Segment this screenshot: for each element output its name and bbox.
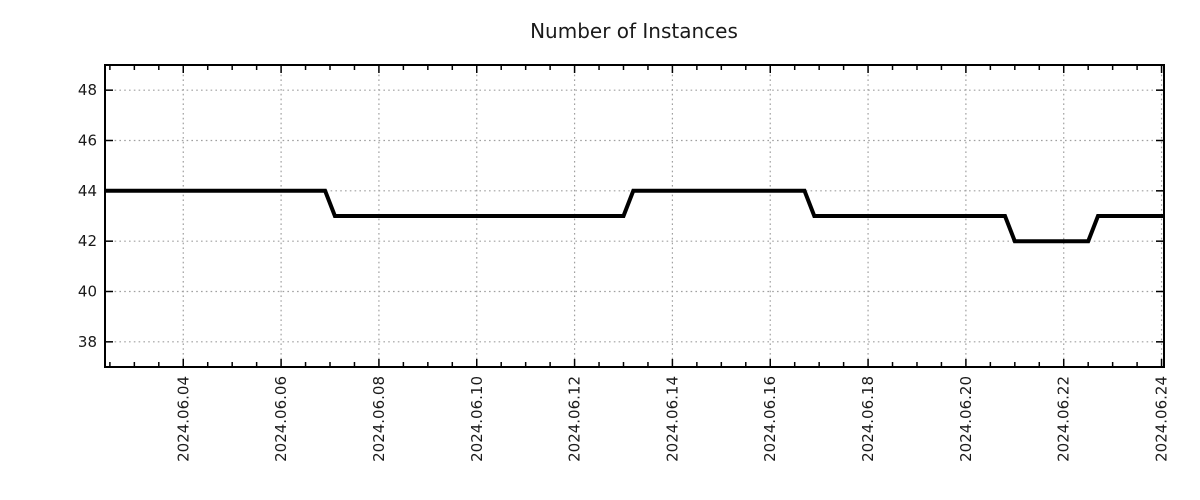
x-tick-label: 2024.06.06 <box>272 376 290 462</box>
x-tick-label: 2024.06.24 <box>1153 376 1171 462</box>
series-line <box>105 188 1164 244</box>
y-tick-label: 40 <box>78 283 97 301</box>
plot-layer: 38 40 42 44 46 48 2024.06.04 2024.06.06 2024.06.… <box>78 64 1171 462</box>
y-tick-label: 46 <box>78 132 97 150</box>
x-tick-label: 2024.06.10 <box>468 376 486 462</box>
y-tick-label: 44 <box>78 182 97 200</box>
chart-title: Number of Instances <box>530 19 738 43</box>
x-tick-label: 2024.06.22 <box>1055 376 1073 462</box>
x-tick-label: 2024.06.08 <box>370 376 388 462</box>
x-tick-label: 2024.06.14 <box>663 376 681 462</box>
x-tick-label: 2024.06.12 <box>566 376 584 462</box>
y-tick-label: 38 <box>78 333 97 351</box>
x-tick-label: 2024.06.20 <box>957 376 975 462</box>
x-tick-label: 2024.06.18 <box>859 376 877 462</box>
x-tick-label: 2024.06.04 <box>174 376 192 462</box>
x-tick-label: 2024.06.16 <box>761 376 779 462</box>
y-tick-label: 48 <box>78 81 97 99</box>
y-tick-label: 42 <box>78 232 97 250</box>
